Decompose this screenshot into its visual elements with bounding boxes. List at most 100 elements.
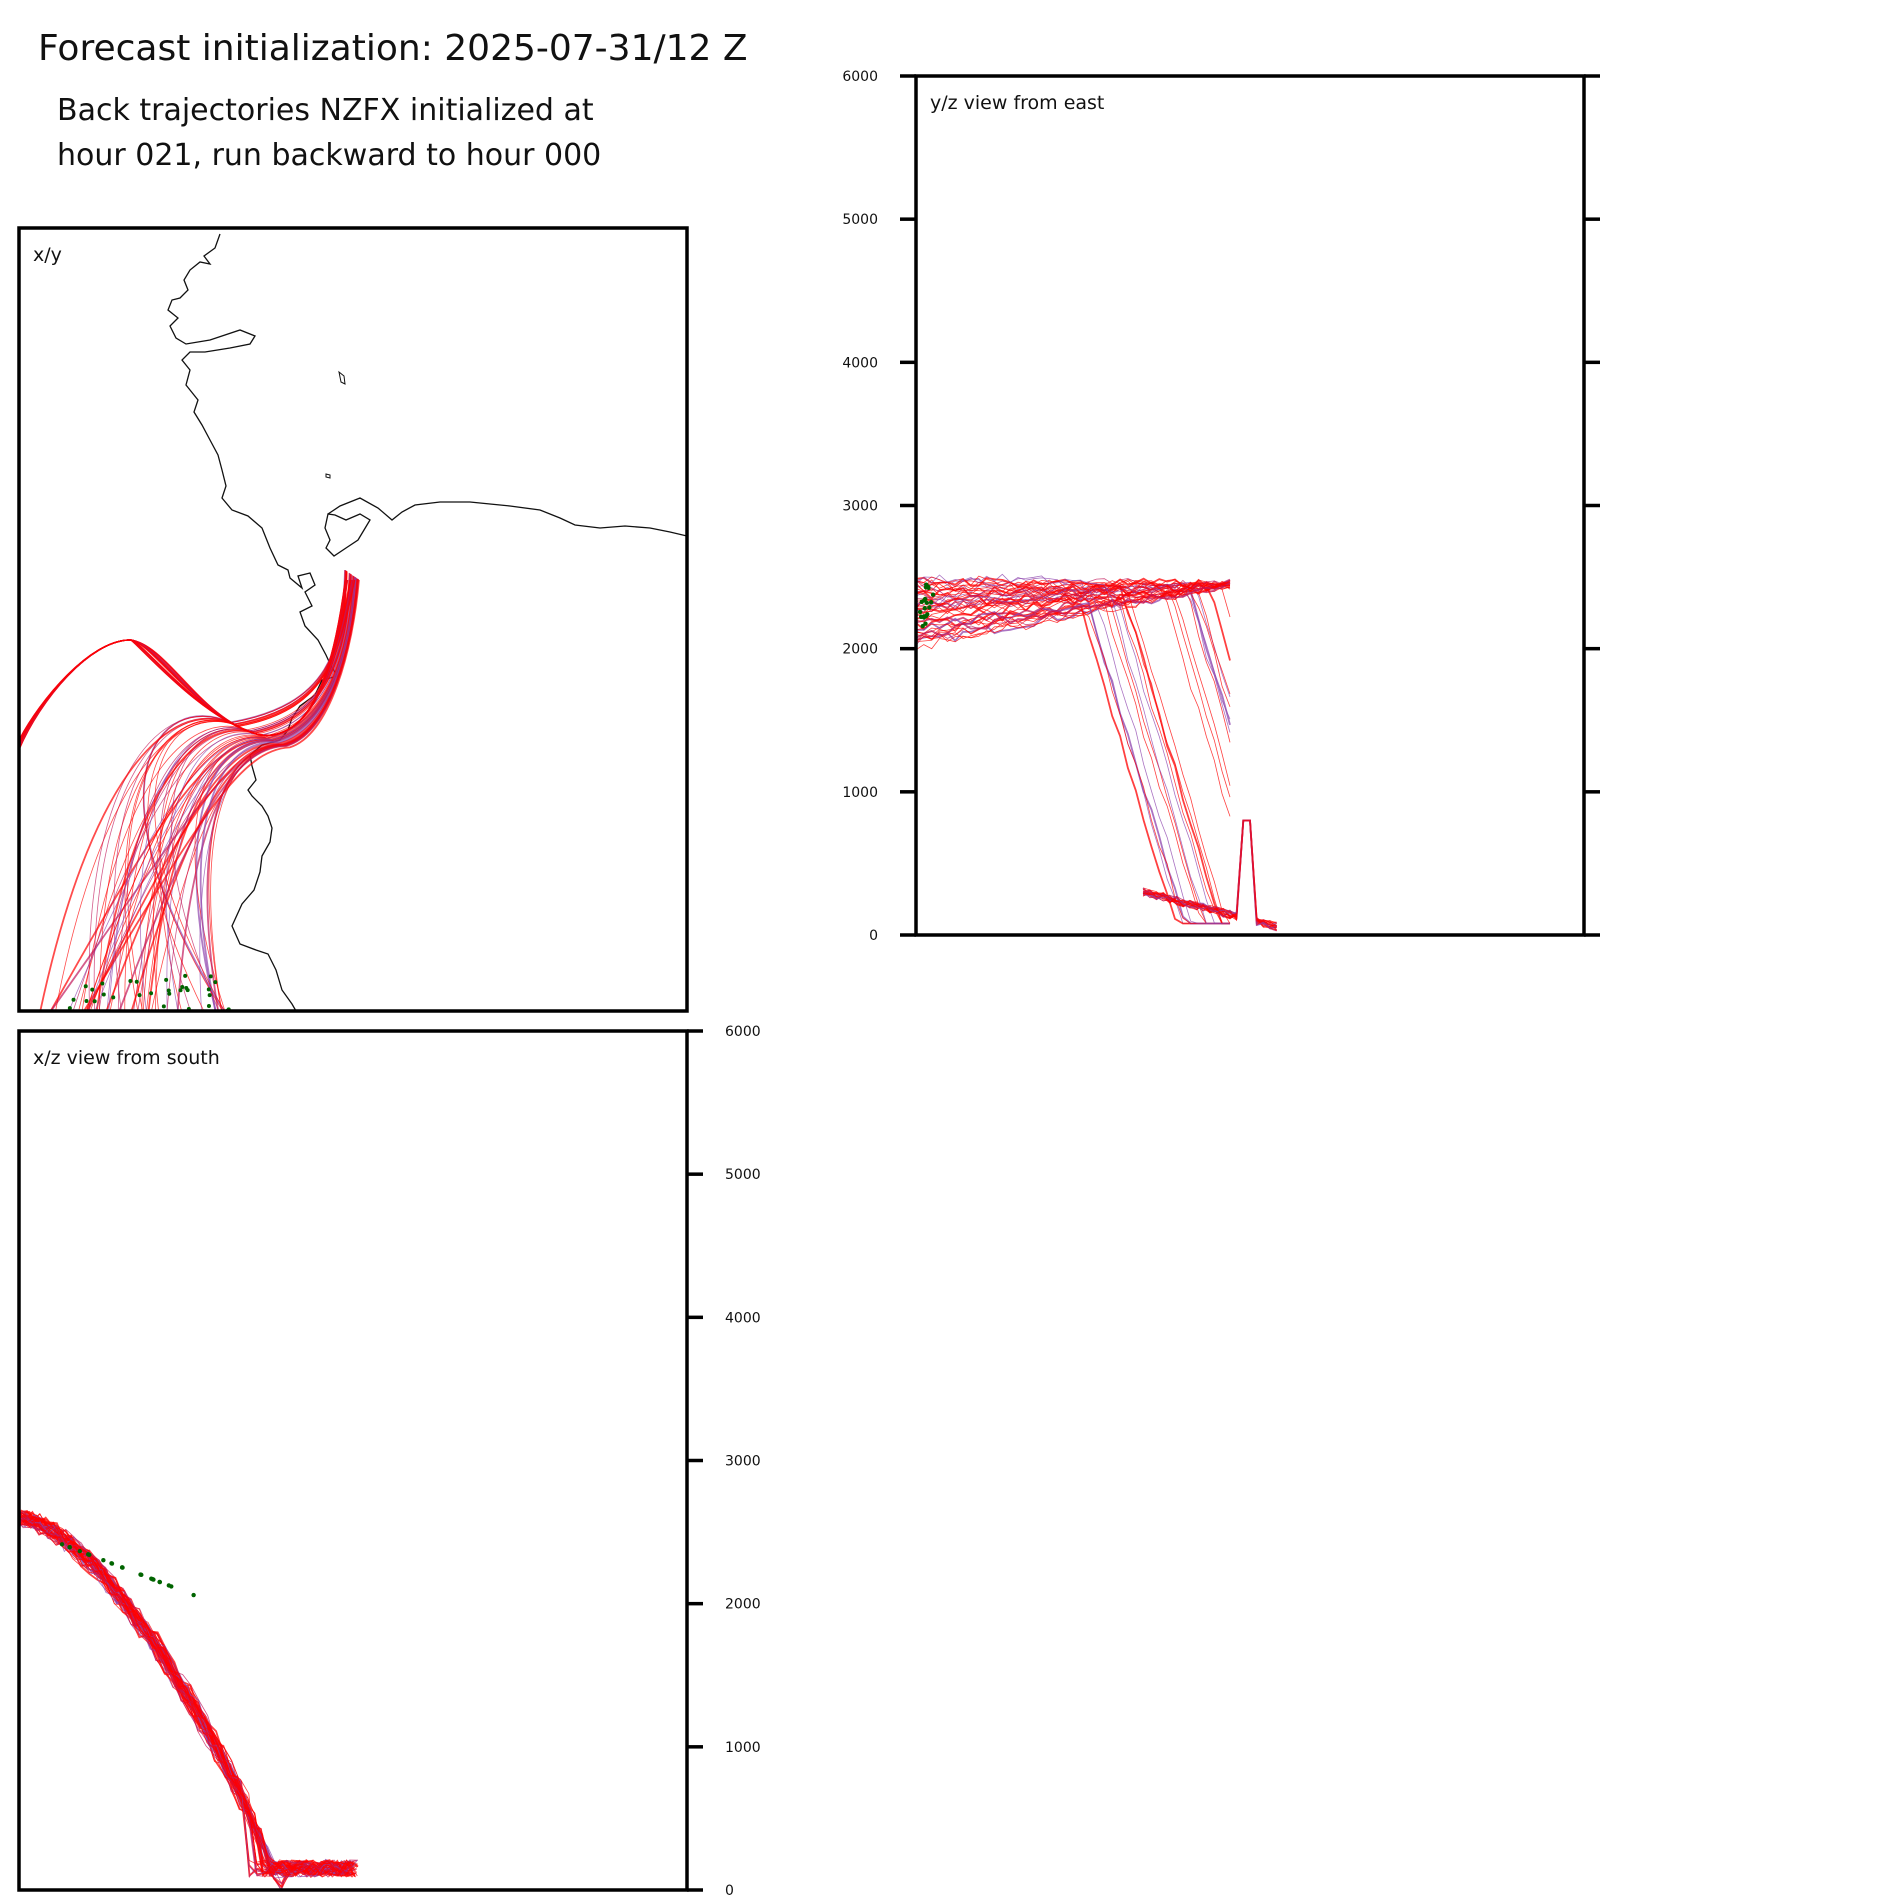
yz-axis: 0 1000 2000 3000 4000 5000 6000 — [842, 69, 1600, 944]
xy-start-marker — [134, 979, 139, 984]
xy-start-marker — [83, 984, 88, 989]
y-tick-label: 1000 — [725, 1740, 761, 1756]
xy-trajectory-line — [68, 576, 355, 1011]
small-island-2 — [325, 473, 331, 479]
xz-start-marker — [157, 1579, 162, 1585]
xy-trajectory-line — [195, 577, 357, 1011]
xy-trajectory-line — [19, 579, 348, 743]
xy-start-marker — [128, 978, 133, 983]
xz-start-marker — [59, 1542, 65, 1547]
xz-start-marker — [150, 1577, 155, 1582]
xy-trajectory-line — [85, 576, 355, 1011]
xy-trajectory-line — [113, 570, 347, 1011]
y-tick-label: 2000 — [725, 1597, 761, 1613]
altitude-trajectory-line — [916, 579, 1231, 603]
altitude-trajectory-line — [19, 1520, 350, 1885]
subtitle-line-1: Back trajectories NZFX initialized at — [57, 93, 594, 128]
xz-start-marker — [101, 1558, 106, 1563]
altitude-trajectory-line — [916, 576, 1230, 924]
xy-start-marker — [67, 1006, 72, 1011]
altitude-trajectory-line — [916, 581, 1231, 639]
xy-start-marker — [178, 988, 183, 993]
xy-start-marker — [206, 987, 211, 992]
altitude-trajectory-line — [1142, 820, 1277, 931]
altitude-trajectory-line — [916, 582, 1231, 720]
altitude-trajectory-line — [23, 1514, 358, 1876]
xy-trajectory-line — [87, 576, 356, 1011]
subtitle-line-2: hour 021, run backward to hour 000 — [57, 138, 602, 173]
yz-panel-label: y/z view from east — [930, 92, 1104, 114]
altitude-trajectory-line — [916, 607, 1230, 924]
altitude-trajectory-line — [916, 594, 1230, 925]
altitude-trajectory-line — [916, 591, 1230, 924]
y-tick-label: 0 — [725, 1883, 734, 1899]
xy-start-marker — [180, 985, 185, 990]
xy-start-marker — [101, 992, 106, 997]
y-tick-label: 3000 — [842, 499, 878, 515]
xy-start-marker — [90, 987, 95, 992]
xy-trajectories — [19, 569, 360, 1011]
xy-start-marker — [137, 993, 142, 998]
coastline-main — [167, 233, 340, 1011]
yz-start-marker — [923, 582, 929, 587]
y-tick-label: 5000 — [725, 1167, 761, 1183]
xy-trajectory-line — [137, 577, 356, 1011]
xz-start-marker — [109, 1561, 114, 1566]
xy-start-marker — [184, 986, 189, 991]
xy-start-marker — [213, 980, 218, 985]
xz-start-marker — [120, 1565, 125, 1570]
yz-start-marker — [921, 615, 927, 620]
yz-trajectories — [916, 573, 1278, 932]
altitude-trajectory-line — [916, 590, 1230, 924]
xy-start-marker — [207, 993, 212, 998]
xy-trajectory-line — [109, 575, 354, 1011]
altitude-trajectory-line — [19, 1513, 349, 1890]
yz-frame — [914, 74, 1586, 937]
altitude-trajectory-line — [916, 588, 1230, 924]
altitude-trajectory-line — [916, 583, 1231, 924]
xz-start-marker — [138, 1572, 143, 1577]
xy-trajectory-line — [19, 579, 348, 743]
xy-frame — [17, 226, 689, 1013]
xy-panel-label: x/y — [33, 244, 62, 266]
xy-start-marker — [71, 997, 76, 1002]
xy-trajectory-line — [86, 578, 359, 1011]
altitude-trajectory-line — [19, 1518, 349, 1889]
coastline-east — [327, 497, 687, 537]
altitude-trajectory-line — [20, 1522, 355, 1876]
xy-start-marker — [166, 988, 171, 993]
xy-trajectory-line — [199, 577, 358, 1011]
xy-start-marker — [84, 999, 89, 1004]
xz-start-marker — [191, 1592, 196, 1598]
xz-panel: x/z view from south 0 1000 2000 3000 4000 500… — [17, 1024, 761, 1899]
xy-start-marker — [208, 974, 213, 979]
y-tick-label: 6000 — [725, 1024, 761, 1040]
altitude-trajectory-line — [1143, 820, 1277, 927]
xy-trajectory-line — [95, 574, 352, 1011]
altitude-trajectory-line — [916, 584, 1231, 634]
xy-trajectory-line — [81, 572, 350, 1011]
yz-start-marker — [922, 606, 927, 611]
xy-trajectory-line — [147, 571, 347, 1011]
yz-panel: y/z view from east 0 1000 2000 3000 4000 5000… — [842, 69, 1600, 944]
xy-start-marker — [161, 1004, 166, 1009]
xy-start-marker — [149, 991, 154, 996]
xy-trajectory-line — [166, 576, 355, 1011]
xz-panel-label: x/z view from south — [33, 1047, 220, 1069]
y-tick-label: 1000 — [842, 785, 878, 801]
altitude-trajectory-line — [916, 596, 1230, 924]
xy-start-marker — [111, 995, 116, 1000]
yz-start-marker — [917, 609, 923, 615]
xy-start-marker — [100, 981, 105, 986]
xy-trajectory-line — [83, 579, 360, 1011]
yz-start-marker — [922, 598, 927, 603]
y-tick-label: 2000 — [842, 642, 878, 658]
xy-trajectory-line — [117, 573, 351, 1011]
figure-title: Forecast initialization: 2025-07-31/12 Z — [38, 28, 748, 69]
xz-start-marker — [77, 1548, 83, 1554]
xz-start-marker — [67, 1545, 72, 1550]
xy-trajectory-line — [165, 575, 353, 1011]
y-tick-label: 0 — [869, 928, 878, 944]
xy-trajectory-line — [19, 579, 348, 743]
altitude-trajectory-line — [19, 1512, 355, 1877]
